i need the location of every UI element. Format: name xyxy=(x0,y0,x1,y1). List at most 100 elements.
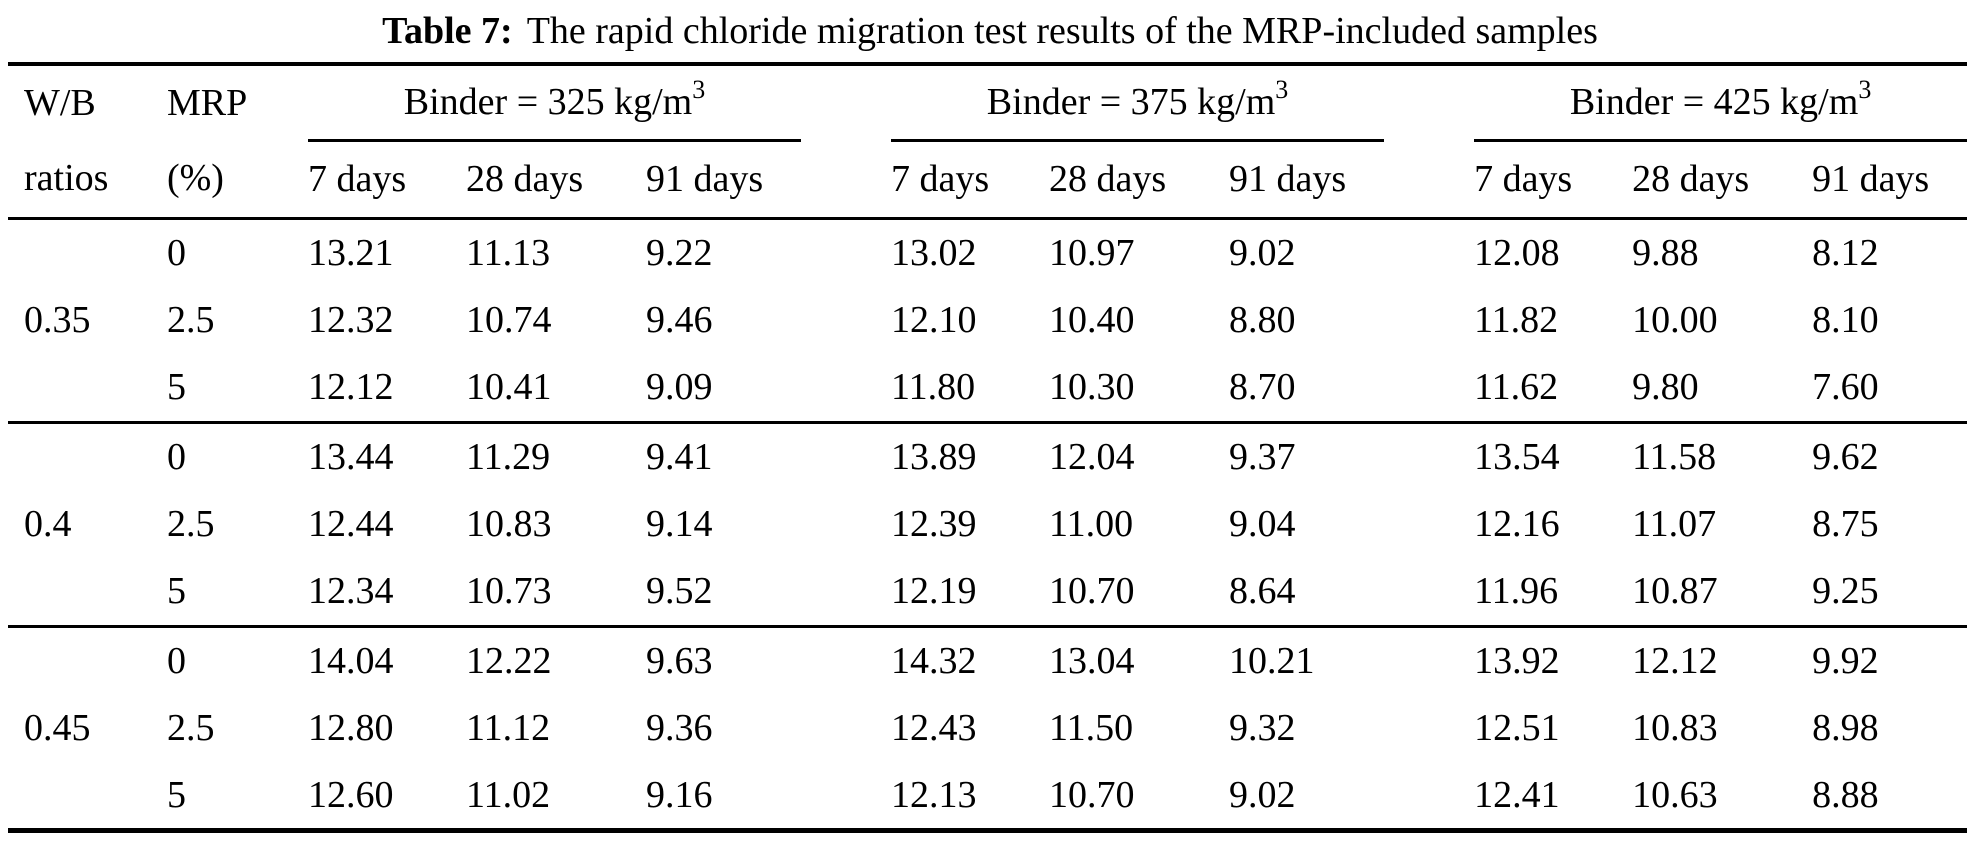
value-cell: 12.12 xyxy=(308,354,466,424)
col-header-percent: (%) xyxy=(143,140,308,220)
value-cell: 8.64 xyxy=(1229,558,1385,628)
mrp-cell: 2.5 xyxy=(167,299,215,341)
value-cell: 12.04 xyxy=(1049,435,1135,478)
value-cell: 9.02 xyxy=(1229,231,1296,274)
col-header-7-days: 7 days xyxy=(891,140,1050,220)
table-row: 0.4 0 13.44 11.29 9.41 13.89 12.04 9.37 … xyxy=(8,422,1967,628)
value-cell: 12.41 xyxy=(1474,762,1633,832)
value-cell: 13.92 xyxy=(1474,639,1560,682)
value-cell: 8.12 xyxy=(1812,231,1879,274)
wb-ratio-cell: 0.4 xyxy=(8,422,143,628)
value-cell: 9.02 xyxy=(1229,762,1385,832)
value-cell: 12.39 xyxy=(891,503,977,545)
col-header-91-days: 91 days xyxy=(1229,140,1385,220)
spacer-cell xyxy=(801,762,892,832)
value-cell: 14.32 xyxy=(891,639,977,682)
superscript-3: 3 xyxy=(692,75,706,105)
value-cell: 9.88 xyxy=(1632,231,1699,274)
superscript-3: 3 xyxy=(1275,75,1289,105)
value-cell: 13.89 xyxy=(891,435,977,478)
col-header-ratios: ratios xyxy=(8,140,143,220)
value-cell: 8.88 xyxy=(1812,762,1968,832)
value-cell: 9.37 xyxy=(1229,435,1296,478)
spacer-cell xyxy=(801,694,891,762)
spacer-cell xyxy=(1384,218,1474,286)
value-cell: 12.22 xyxy=(466,639,552,682)
group-header-label: Binder = 375 kg/m xyxy=(986,81,1276,124)
spacer-cell xyxy=(1384,286,1474,354)
value-cell: 11.62 xyxy=(1474,354,1633,424)
value-cell: 10.21 xyxy=(1229,639,1315,682)
value-cell: 7.60 xyxy=(1812,354,1968,424)
data-table: W/B MRP Binder = 325 kg/m3 Binder = 375 … xyxy=(8,62,1968,833)
value-cell: 10.00 xyxy=(1632,299,1718,341)
spacer-cell xyxy=(1384,140,1475,220)
value-cell: 11.96 xyxy=(1474,558,1633,628)
value-cell: 8.80 xyxy=(1229,299,1296,341)
table-caption-text: The rapid chloride migration test result… xyxy=(526,10,1598,52)
group-header-label: Binder = 425 kg/m xyxy=(1569,81,1859,124)
mrp-cell: 0 xyxy=(167,231,186,274)
mrp-cell: 0 xyxy=(167,435,186,478)
value-cell: 14.04 xyxy=(308,639,394,682)
value-cell: 11.29 xyxy=(466,435,551,478)
value-cell: 10.97 xyxy=(1049,231,1135,274)
spacer-cell xyxy=(801,64,891,140)
col-header-28-days: 28 days xyxy=(1632,140,1813,220)
value-cell: 11.82 xyxy=(1474,299,1559,341)
spacer-cell xyxy=(1384,422,1474,490)
spacer-cell xyxy=(1384,626,1474,694)
value-cell: 12.32 xyxy=(308,299,394,341)
value-cell: 13.44 xyxy=(308,435,394,478)
mrp-cell: 0 xyxy=(167,639,186,682)
spacer-cell xyxy=(1384,694,1474,762)
value-cell: 8.10 xyxy=(1812,299,1879,341)
value-cell: 9.04 xyxy=(1229,503,1296,545)
value-cell: 9.41 xyxy=(646,435,713,478)
group-header-binder-425: Binder = 425 kg/m3 xyxy=(1474,64,1968,142)
value-cell: 10.73 xyxy=(466,558,646,628)
value-cell: 12.80 xyxy=(308,707,394,749)
value-cell: 12.44 xyxy=(308,503,394,545)
value-cell: 12.34 xyxy=(308,558,466,628)
spacer-cell xyxy=(801,354,892,424)
value-cell: 9.32 xyxy=(1229,707,1296,749)
spacer-cell xyxy=(801,490,891,558)
table-row: 2.5 12.32 10.74 9.46 12.10 10.40 8.80 11… xyxy=(8,286,1967,354)
table-caption: Table 7: The rapid chloride migration tes… xyxy=(0,0,1980,62)
value-cell: 12.08 xyxy=(1474,231,1560,274)
value-cell: 9.80 xyxy=(1632,354,1813,424)
value-cell: 9.25 xyxy=(1812,558,1968,628)
superscript-3: 3 xyxy=(1858,75,1872,105)
value-cell: 12.60 xyxy=(308,762,466,832)
header-row-2: ratios (%) 7 days 28 days 91 days 7 days… xyxy=(8,140,1968,220)
value-cell: 10.70 xyxy=(1049,558,1230,628)
wb-ratio-cell: 0.35 xyxy=(8,218,143,424)
value-cell: 10.30 xyxy=(1049,354,1230,424)
value-cell: 10.87 xyxy=(1632,558,1813,628)
value-cell: 9.22 xyxy=(646,231,713,274)
spacer-cell xyxy=(801,422,891,490)
value-cell: 9.62 xyxy=(1812,435,1879,478)
value-cell: 9.92 xyxy=(1812,639,1879,682)
spacer-cell xyxy=(1384,354,1475,424)
col-header-mrp: MRP xyxy=(167,82,248,124)
value-cell: 12.51 xyxy=(1474,707,1560,749)
spacer-cell xyxy=(801,140,892,220)
value-cell: 12.13 xyxy=(891,762,1050,832)
spacer-cell xyxy=(1384,558,1475,628)
value-cell: 12.43 xyxy=(891,707,977,749)
table-caption-label: Table 7: xyxy=(382,10,513,52)
header-row-1: W/B MRP Binder = 325 kg/m3 Binder = 375 … xyxy=(8,64,1968,142)
table-row: 2.5 12.80 11.12 9.36 12.43 11.50 9.32 12… xyxy=(8,694,1967,762)
value-cell: 12.10 xyxy=(891,299,977,341)
group-header-binder-325: Binder = 325 kg/m3 xyxy=(308,64,802,142)
col-header-7-days: 7 days xyxy=(308,140,466,220)
value-cell: 12.12 xyxy=(1632,639,1718,682)
value-cell: 10.83 xyxy=(1632,707,1718,749)
col-header-91-days: 91 days xyxy=(646,140,802,220)
value-cell: 11.00 xyxy=(1049,503,1134,545)
value-cell: 9.63 xyxy=(646,639,713,682)
value-cell: 10.83 xyxy=(466,503,552,545)
col-header-28-days: 28 days xyxy=(1049,140,1230,220)
